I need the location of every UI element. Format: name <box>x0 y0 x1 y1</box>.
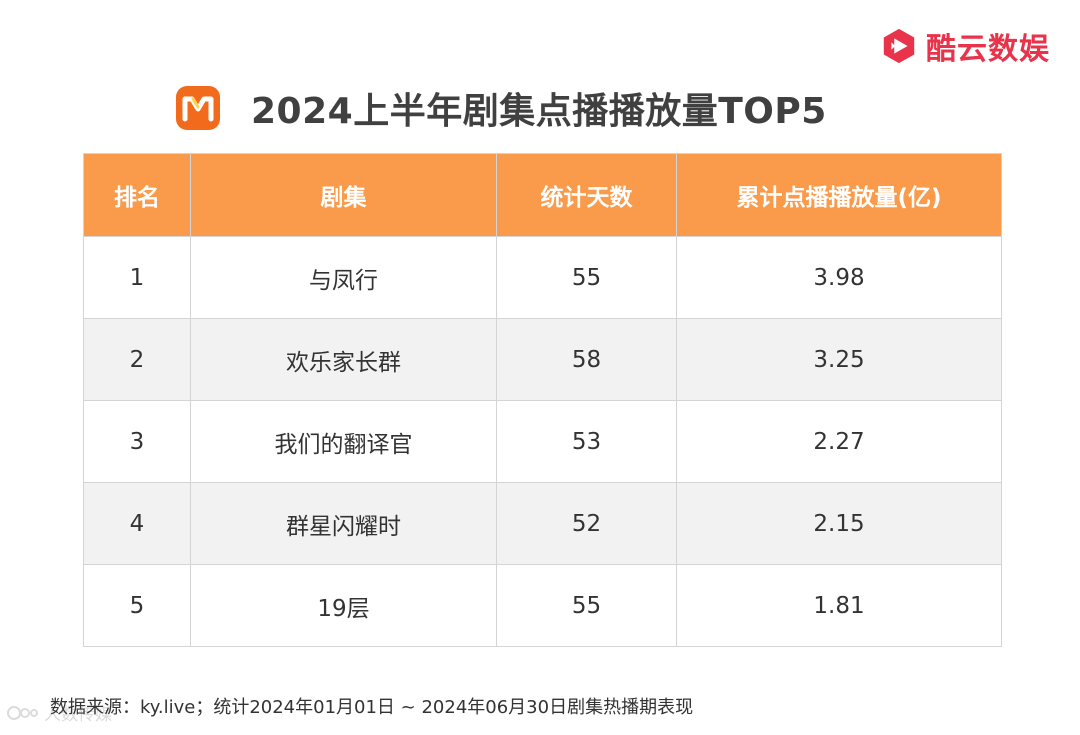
series-name-cell: 与凤行 <box>190 236 497 319</box>
column-header-series: 剧集 <box>190 153 497 237</box>
rank-cell: 2 <box>83 318 191 401</box>
table-row: 3 我们的翻译官 53 2.27 <box>83 400 1002 483</box>
watermark-text: 人数传媒 <box>44 705 112 725</box>
days-cell: 53 <box>496 400 677 483</box>
series-name-cell: 欢乐家长群 <box>190 318 497 401</box>
rank-cell: 4 <box>83 482 191 565</box>
ranking-table: 排名 剧集 统计天数 累计点播播放量(亿) 1 与凤行 55 3.98 2 欢乐… <box>83 153 1002 647</box>
days-cell: 55 <box>496 564 677 647</box>
series-name-cell: 我们的翻译官 <box>190 400 497 483</box>
data-source-note: 数据来源：ky.live；统计2024年01月01日 ~ 2024年06月30日… <box>50 697 694 718</box>
views-cell: 1.81 <box>676 564 1002 647</box>
watermark-logo-icon <box>7 705 38 720</box>
rank-cell: 5 <box>83 564 191 647</box>
mango-tv-logo-icon <box>176 86 220 130</box>
watermark: 人数传媒 <box>6 700 112 725</box>
brand-name: 酷云数娱 <box>926 32 1050 67</box>
brand-logo: 酷云数娱 <box>880 24 1050 68</box>
rank-cell: 1 <box>83 236 191 319</box>
rank-cell: 3 <box>83 400 191 483</box>
page-title: 2024上半年剧集点播播放量TOP5 <box>251 91 827 132</box>
title-row: 2024上半年剧集点播播放量TOP5 <box>175 82 827 134</box>
views-cell: 2.15 <box>676 482 1002 565</box>
column-header-days: 统计天数 <box>496 153 677 237</box>
table-row: 1 与凤行 55 3.98 <box>83 236 1002 319</box>
days-cell: 55 <box>496 236 677 319</box>
table-row: 4 群星闪耀时 52 2.15 <box>83 482 1002 565</box>
views-cell: 3.25 <box>676 318 1002 401</box>
table-row: 2 欢乐家长群 58 3.25 <box>83 318 1002 401</box>
table-row: 5 19层 55 1.81 <box>83 564 1002 647</box>
views-cell: 3.98 <box>676 236 1002 319</box>
views-cell: 2.27 <box>676 400 1002 483</box>
series-name-cell: 19层 <box>190 564 497 647</box>
days-cell: 58 <box>496 318 677 401</box>
play-hexagon-icon <box>883 28 915 64</box>
column-header-rank: 排名 <box>83 153 191 237</box>
table-header-row: 排名 剧集 统计天数 累计点播播放量(亿) <box>83 153 1002 237</box>
column-header-views: 累计点播播放量(亿) <box>676 153 1002 237</box>
days-cell: 52 <box>496 482 677 565</box>
series-name-cell: 群星闪耀时 <box>190 482 497 565</box>
